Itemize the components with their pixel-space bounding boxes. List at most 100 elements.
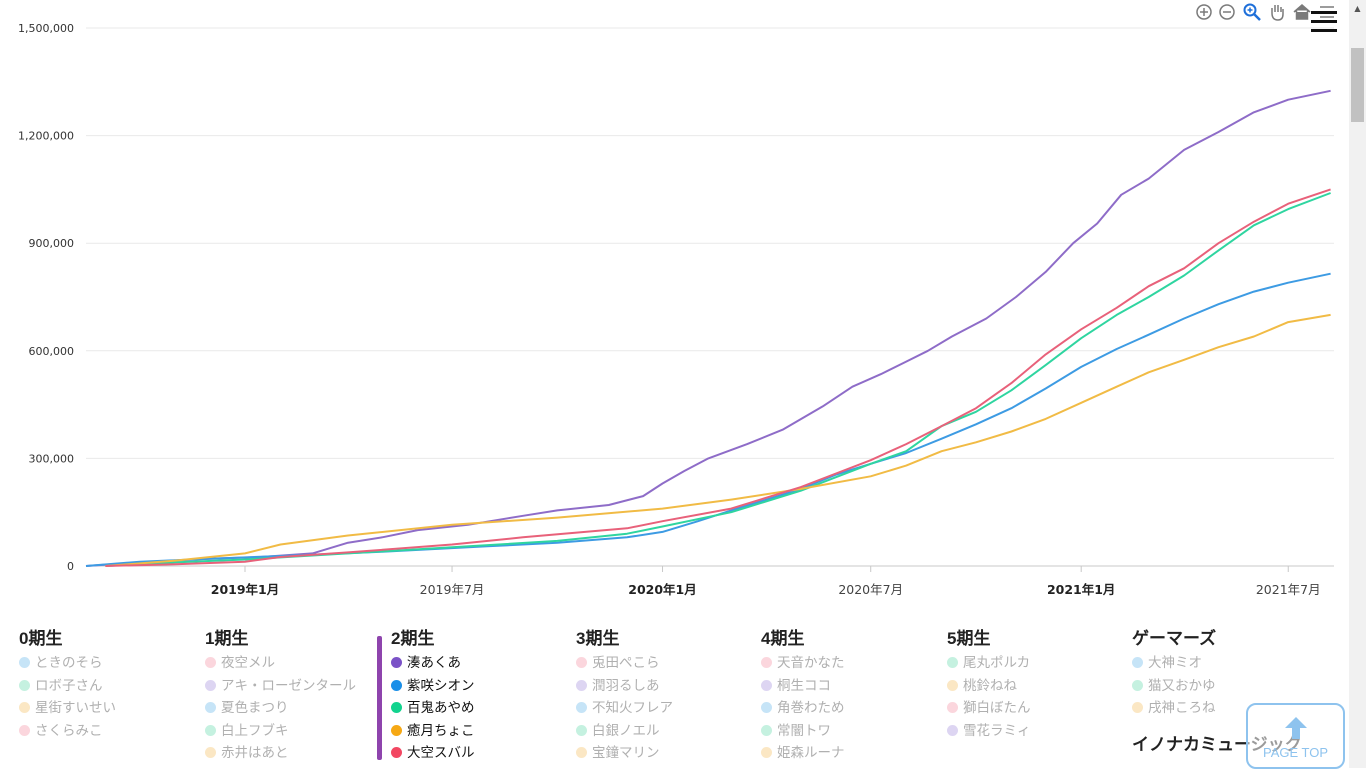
zoom-in-icon[interactable] — [1194, 2, 1214, 22]
chart-toolbar — [1192, 2, 1342, 22]
legend-color-dot-icon — [1132, 657, 1143, 668]
legend-item[interactable]: ロボ子さん — [19, 675, 199, 698]
legend-item-label: 兎田ぺこら — [592, 655, 660, 671]
legend-item[interactable]: 百鬼あやめ — [391, 697, 571, 720]
legend-color-dot-icon — [205, 747, 216, 758]
legend-group: 2期生 湊あくあ 紫咲シオン 百鬼あやめ 癒月ちょこ 大空スバル — [391, 626, 571, 765]
legend-color-dot-icon — [391, 679, 402, 691]
legend-color-dot-icon — [761, 702, 772, 713]
legend-color-dot-icon — [19, 657, 30, 668]
legend-item[interactable]: 天音かなた — [761, 652, 941, 675]
legend-item[interactable]: 角巻わため — [761, 697, 941, 720]
legend-item-label: アキ・ローゼンタール — [221, 677, 356, 694]
series-line — [85, 89, 1331, 567]
legend-item[interactable]: 夜空メル — [205, 652, 385, 675]
x-tick-label: 2021年1月 — [1047, 582, 1116, 597]
scroll-thumb[interactable] — [1351, 48, 1364, 122]
legend-item[interactable]: 常闇トワ — [761, 720, 941, 743]
legend-item[interactable]: アキ・ローゼンタール — [205, 675, 385, 698]
y-tick-label: 300,000 — [29, 452, 75, 465]
legend-item-label: 夜空メル — [221, 655, 275, 671]
legend-item[interactable]: 大神ミオ — [1132, 652, 1312, 675]
zoom-out-icon[interactable] — [1217, 2, 1237, 22]
x-tick-label: 2021年7月 — [1256, 582, 1321, 597]
legend-color-dot-icon — [947, 679, 958, 691]
legend-color-dot-icon — [391, 724, 402, 736]
legend-item[interactable]: 尾丸ポルカ — [947, 652, 1127, 675]
legend-item[interactable]: 不知火フレア — [576, 697, 756, 720]
legend-group: 0期生ときのそらロボ子さん星街すいせいさくらみこ — [19, 626, 199, 742]
legend-group: 3期生兎田ぺこら潤羽るしあ不知火フレア白銀ノエル宝鐘マリン — [576, 626, 756, 765]
legend-group-title: 3期生 — [576, 629, 620, 648]
legend-item[interactable]: 白上フブキ — [205, 720, 385, 743]
legend-group-title: 0期生 — [19, 629, 63, 648]
legend-item[interactable]: 大空スバル — [391, 742, 571, 765]
legend-color-dot-icon — [576, 657, 587, 668]
legend-item[interactable]: 姫森ルーナ — [761, 742, 941, 765]
legend-item-label: 紫咲シオン — [407, 677, 475, 694]
chart-series — [85, 89, 1331, 567]
legend-group: 5期生 尾丸ポルカ 桃鈴ねね 獅白ぼたん 雪花ラミィ — [947, 626, 1127, 742]
legend-item[interactable]: 癒月ちょこ — [391, 720, 571, 743]
legend-item[interactable]: 戌神ころね — [1132, 697, 1312, 720]
y-tick-label: 1,500,000 — [18, 22, 74, 35]
home-icon[interactable] — [1292, 2, 1312, 22]
legend-item-label: 不知火フレア — [592, 700, 673, 716]
legend-color-dot-icon — [205, 724, 216, 736]
scroll-up-arrow-icon[interactable]: ▲ — [1354, 4, 1361, 13]
legend-group: ゲーマーズ大神ミオ猫又おかゆ戌神ころね — [1132, 626, 1312, 720]
legend-color-dot-icon — [1132, 679, 1143, 691]
series-line — [105, 192, 1331, 567]
legend-color-dot-icon — [205, 702, 216, 713]
legend-group: 1期生 夜空メル アキ・ローゼンタール 夏色まつり 白上フブキ 赤井はあと — [205, 626, 385, 765]
legend-item[interactable]: 桃鈴ねね — [947, 675, 1127, 698]
magnify-icon[interactable] — [1242, 2, 1262, 22]
legend-item-label: 宝鐘マリン — [592, 745, 660, 761]
legend-item-label: 癒月ちょこ — [407, 722, 475, 739]
series-line — [105, 188, 1331, 567]
legend-item-label: 桐生ココ — [777, 677, 831, 694]
pan-hand-icon[interactable] — [1267, 2, 1287, 22]
legend-item-label: 天音かなた — [777, 655, 845, 671]
legend-item[interactable]: 星街すいせい — [19, 697, 199, 720]
arrow-up-icon — [1285, 717, 1307, 739]
chart-gridlines — [86, 27, 1334, 567]
legend-item[interactable]: ときのそら — [19, 652, 199, 675]
legend-item[interactable]: 潤羽るしあ — [576, 675, 756, 698]
legend-item-label: ロボ子さん — [35, 677, 103, 694]
legend-item[interactable]: 雪花ラミィ — [947, 720, 1127, 743]
y-axis: 0 300,000 600,000 900,000 1,200,000 1,500,000 — [18, 22, 74, 573]
legend-item-label: 猫又おかゆ — [1148, 677, 1216, 694]
legend-color-dot-icon — [947, 702, 958, 713]
legend-item[interactable]: 桐生ココ — [761, 675, 941, 698]
page-top-button[interactable]: PAGE TOP — [1246, 703, 1345, 769]
legend-item-label: 星街すいせい — [35, 700, 116, 716]
legend-item[interactable]: 宝鐘マリン — [576, 742, 756, 765]
y-tick-label: 600,000 — [29, 345, 75, 358]
legend-group: 4期生天音かなた桐生ココ角巻わため常闇トワ姫森ルーナ — [761, 626, 941, 765]
legend-item-label: 姫森ルーナ — [777, 745, 845, 761]
hamburger-menu-button[interactable] — [1309, 8, 1339, 36]
x-tick-label: 2019年1月 — [211, 582, 280, 597]
legend-item[interactable]: 湊あくあ — [391, 652, 571, 675]
y-tick-label: 900,000 — [29, 237, 75, 250]
legend-group-title: 4期生 — [761, 629, 805, 648]
legend-color-dot-icon — [391, 747, 402, 758]
legend-color-dot-icon — [761, 747, 772, 758]
legend-item-label: 常闇トワ — [777, 722, 831, 739]
legend-item[interactable]: 猫又おかゆ — [1132, 675, 1312, 698]
legend-item[interactable]: さくらみこ — [19, 720, 199, 743]
legend-item[interactable]: 夏色まつり — [205, 697, 385, 720]
legend-item[interactable]: 白銀ノエル — [576, 720, 756, 743]
legend-item[interactable]: 赤井はあと — [205, 742, 385, 765]
series-line — [105, 313, 1331, 567]
vertical-scrollbar[interactable]: ▲ — [1349, 0, 1366, 768]
legend-item-label: 桃鈴ねね — [963, 677, 1017, 694]
legend-item[interactable]: 紫咲シオン — [391, 675, 571, 698]
legend-item[interactable]: 獅白ぼたん — [947, 697, 1127, 720]
legend-item[interactable]: 兎田ぺこら — [576, 652, 756, 675]
y-tick-label: 1,200,000 — [18, 130, 74, 143]
line-chart: 0 300,000 600,000 900,000 1,200,000 1,500,000… — [18, 22, 1334, 597]
legend-item-label: 大神ミオ — [1148, 655, 1202, 671]
legend-group-title: ゲーマーズ — [1132, 629, 1217, 648]
